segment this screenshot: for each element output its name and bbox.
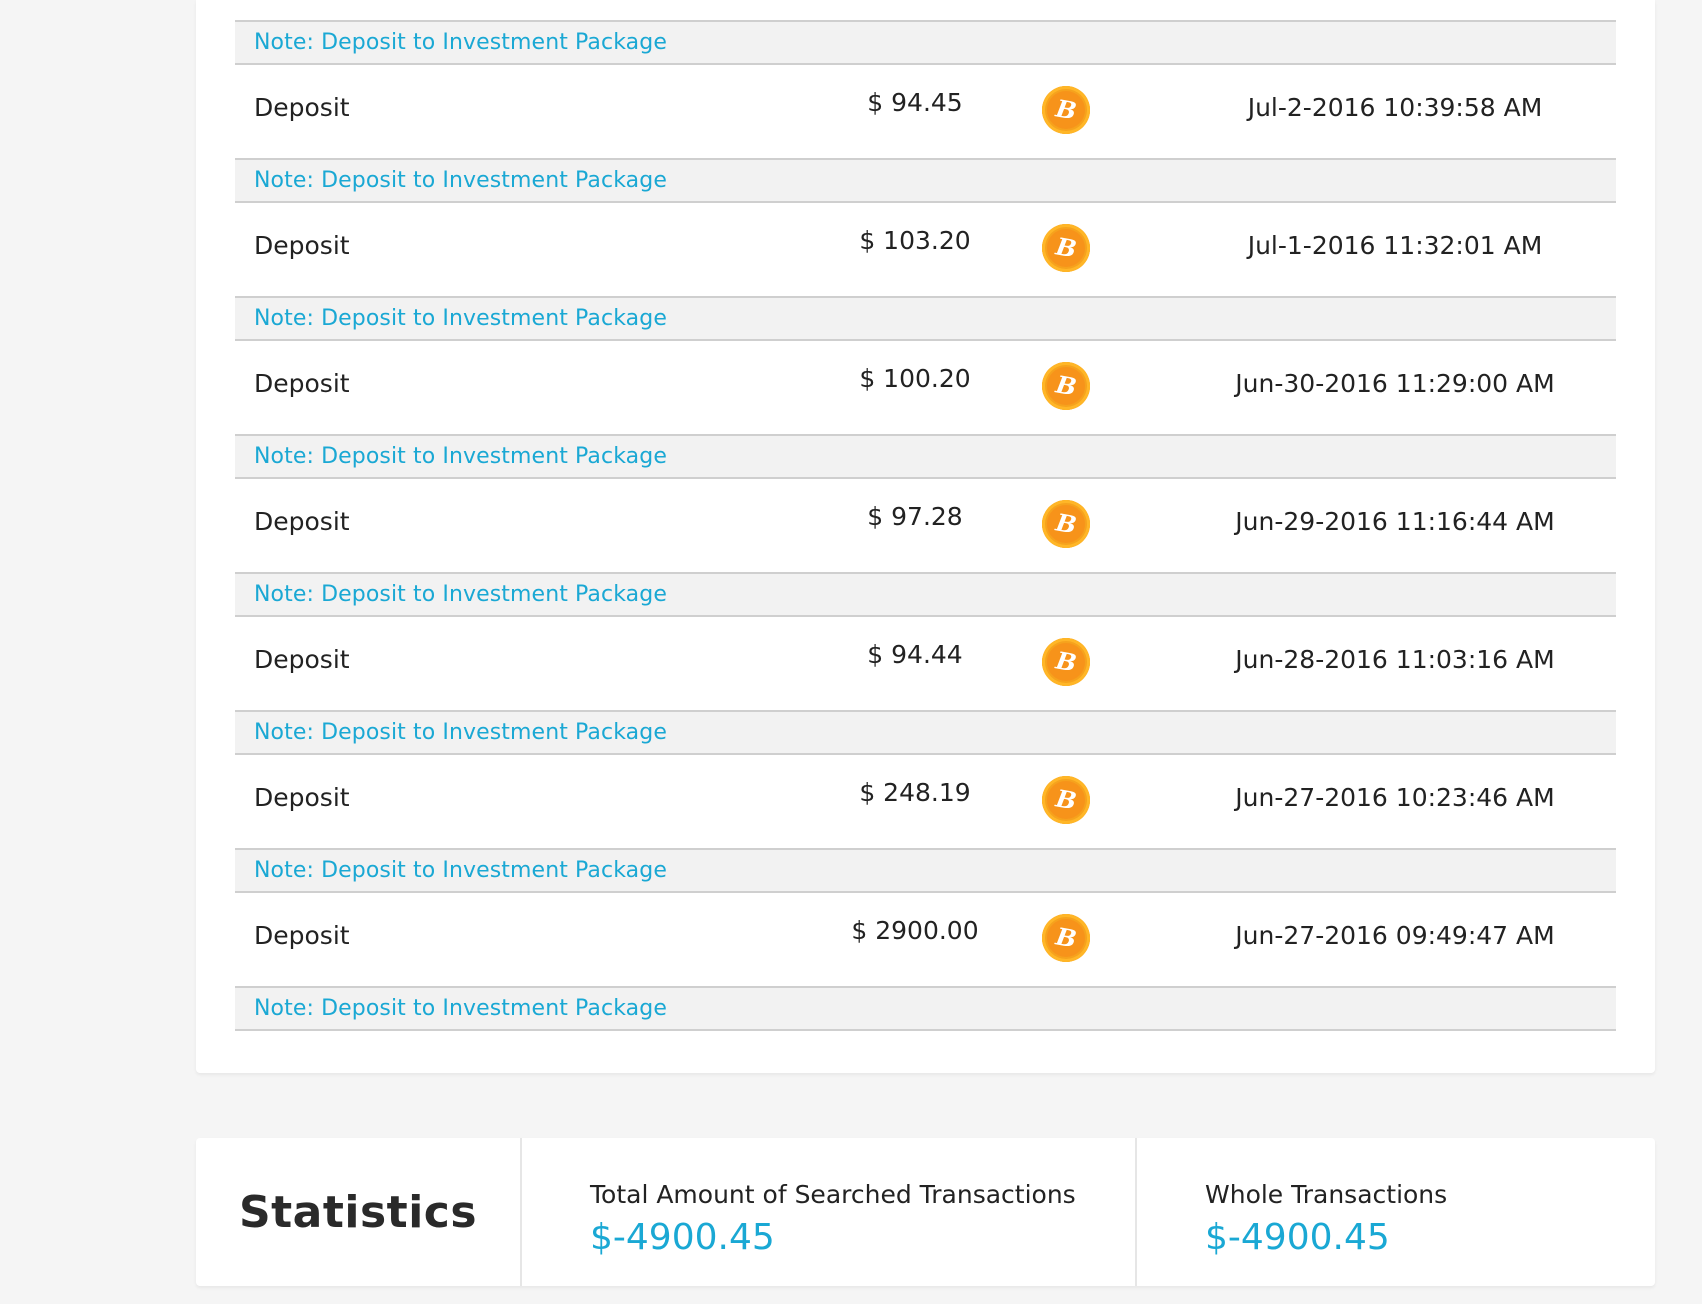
table-row: Deposit $ 94.44 B Jun-28-2016 11:03:16 A…: [235, 617, 1616, 710]
bitcoin-icon: B: [1042, 224, 1090, 272]
transaction-note: Note: Deposit to Investment Package: [254, 306, 667, 331]
transaction-amount: $ 94.45: [867, 88, 963, 117]
transaction-note-row: Note: Deposit to Investment Package: [235, 296, 1616, 341]
transaction-note: Note: Deposit to Investment Package: [254, 168, 667, 193]
transaction-date: Jun-27-2016 09:49:47 AM: [1235, 921, 1555, 950]
bitcoin-icon: B: [1042, 914, 1090, 962]
transaction-note: Note: Deposit to Investment Package: [254, 30, 667, 55]
bitcoin-icon: B: [1042, 86, 1090, 134]
statistics-title-cell: Statistics: [196, 1138, 522, 1286]
searched-transactions-value: $-4900.45: [590, 1217, 775, 1258]
bitcoin-glyph: B: [1053, 783, 1079, 816]
bitcoin-icon: B: [1042, 500, 1090, 548]
transaction-note-row: Note: Deposit to Investment Package: [235, 20, 1616, 65]
transaction-note-row: Note: Deposit to Investment Package: [235, 572, 1616, 617]
transaction-note-row: Note: Deposit to Investment Package: [235, 986, 1616, 1031]
transaction-date: Jun-29-2016 11:16:44 AM: [1235, 507, 1555, 536]
table-row: Deposit $ 248.19 B Jun-27-2016 10:23:46 …: [235, 755, 1616, 848]
bitcoin-glyph: B: [1053, 369, 1079, 402]
transaction-type: Deposit: [254, 645, 350, 674]
transaction-note-row: Note: Deposit to Investment Package: [235, 710, 1616, 755]
statistics-title: Statistics: [238, 1186, 478, 1238]
transaction-date: Jun-28-2016 11:03:16 AM: [1235, 645, 1555, 674]
transaction-amount: $ 94.44: [867, 640, 963, 669]
transaction-type: Deposit: [254, 507, 350, 536]
bitcoin-glyph: B: [1053, 507, 1079, 540]
whole-transactions-label: Whole Transactions: [1205, 1180, 1448, 1209]
transaction-date: Jun-27-2016 10:23:46 AM: [1235, 783, 1555, 812]
whole-transactions-stat: Whole Transactions $-4900.45: [1137, 1138, 1655, 1286]
bitcoin-glyph: B: [1053, 231, 1079, 264]
transaction-amount: $ 103.20: [859, 226, 971, 255]
transaction-note: Note: Deposit to Investment Package: [254, 720, 667, 745]
transactions-panel: Note: Deposit to Investment Package Depo…: [196, 0, 1655, 1073]
whole-transactions-value: $-4900.45: [1205, 1217, 1390, 1258]
transaction-type: Deposit: [254, 369, 350, 398]
transaction-type: Deposit: [254, 921, 350, 950]
transactions-list: Note: Deposit to Investment Package Depo…: [235, 20, 1616, 1031]
table-row: Deposit $ 97.28 B Jun-29-2016 11:16:44 A…: [235, 479, 1616, 572]
table-row: Deposit $ 103.20 B Jul-1-2016 11:32:01 A…: [235, 203, 1616, 296]
transaction-note: Note: Deposit to Investment Package: [254, 996, 667, 1021]
transaction-note-row: Note: Deposit to Investment Package: [235, 848, 1616, 893]
transaction-date: Jul-1-2016 11:32:01 AM: [1247, 231, 1543, 260]
transaction-amount: $ 248.19: [859, 778, 971, 807]
bitcoin-glyph: B: [1053, 921, 1079, 954]
bitcoin-icon: B: [1042, 638, 1090, 686]
bitcoin-glyph: B: [1053, 93, 1079, 126]
searched-transactions-stat: Total Amount of Searched Transactions $-…: [522, 1138, 1137, 1286]
transaction-note: Note: Deposit to Investment Package: [254, 582, 667, 607]
table-row: Deposit $ 100.20 B Jun-30-2016 11:29:00 …: [235, 341, 1616, 434]
bitcoin-icon: B: [1042, 776, 1090, 824]
transaction-note: Note: Deposit to Investment Package: [254, 444, 667, 469]
table-row: Deposit $ 94.45 B Jul-2-2016 10:39:58 AM: [235, 65, 1616, 158]
bitcoin-icon: B: [1042, 362, 1090, 410]
transaction-note-row: Note: Deposit to Investment Package: [235, 434, 1616, 479]
transaction-amount: $ 97.28: [867, 502, 963, 531]
transaction-type: Deposit: [254, 93, 350, 122]
transaction-type: Deposit: [254, 231, 350, 260]
transaction-amount: $ 100.20: [859, 364, 971, 393]
searched-transactions-label: Total Amount of Searched Transactions: [590, 1180, 1076, 1209]
table-row: Deposit $ 2900.00 B Jun-27-2016 09:49:47…: [235, 893, 1616, 986]
transaction-amount: $ 2900.00: [851, 916, 979, 945]
transaction-date: Jul-2-2016 10:39:58 AM: [1247, 93, 1543, 122]
transaction-note-row: Note: Deposit to Investment Package: [235, 158, 1616, 203]
transaction-note: Note: Deposit to Investment Package: [254, 858, 667, 883]
statistics-panel: Statistics Total Amount of Searched Tran…: [196, 1138, 1655, 1286]
bitcoin-glyph: B: [1053, 645, 1079, 678]
transaction-type: Deposit: [254, 783, 350, 812]
transaction-date: Jun-30-2016 11:29:00 AM: [1235, 369, 1555, 398]
